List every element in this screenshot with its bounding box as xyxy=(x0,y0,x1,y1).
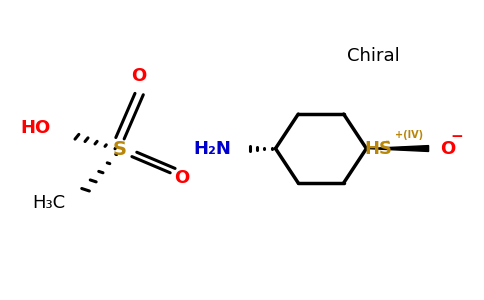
Text: +(IV): +(IV) xyxy=(395,130,423,140)
Text: H₂N: H₂N xyxy=(194,140,231,158)
Text: −: − xyxy=(450,129,463,144)
Text: O: O xyxy=(132,68,147,85)
Text: O: O xyxy=(440,140,456,158)
Text: S: S xyxy=(113,140,127,160)
Text: H₃C: H₃C xyxy=(32,194,65,212)
Text: Chiral: Chiral xyxy=(347,47,400,65)
Text: HṠ: HṠ xyxy=(365,140,393,158)
Text: O: O xyxy=(175,169,190,187)
Polygon shape xyxy=(366,146,429,152)
Text: HO: HO xyxy=(20,119,51,137)
